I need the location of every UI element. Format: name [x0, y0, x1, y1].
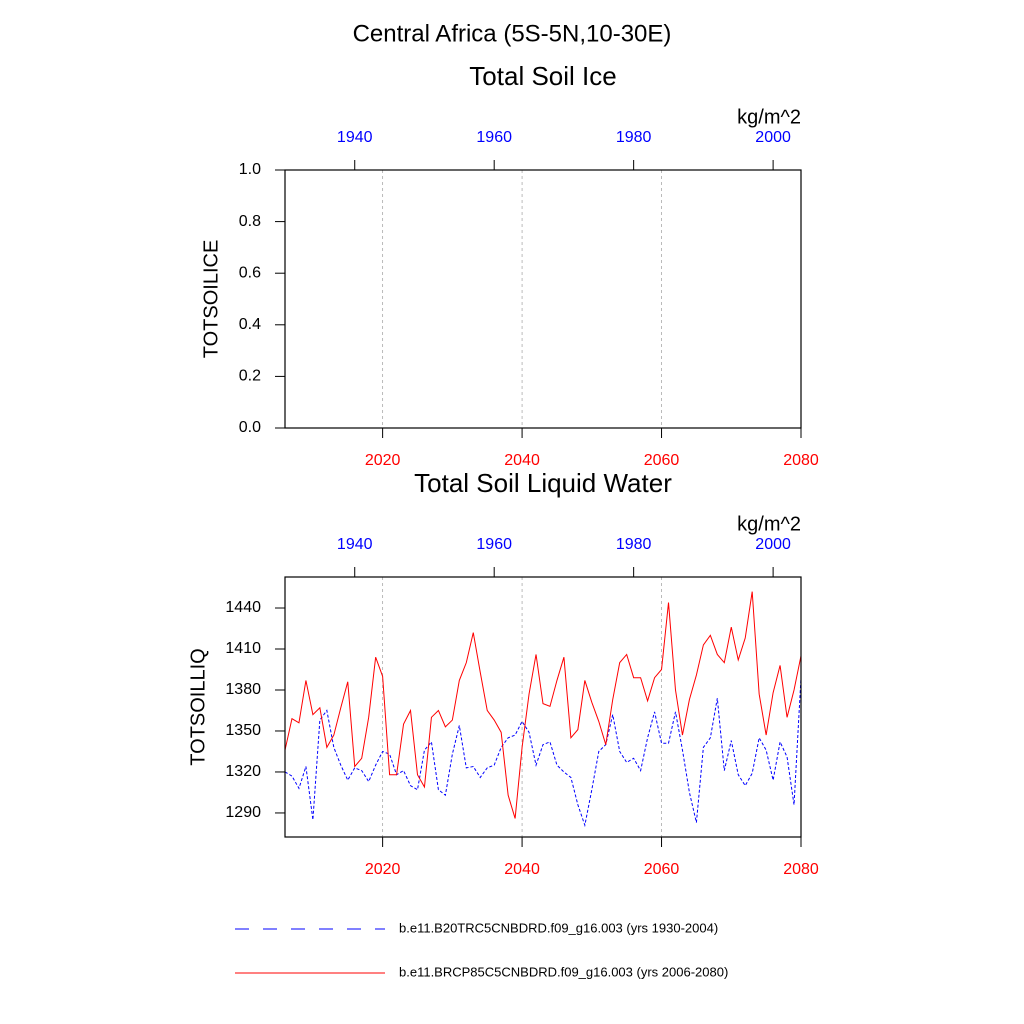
y-tick-label: 1410	[225, 640, 261, 657]
x2-tick-label: 1940	[337, 129, 373, 146]
y-tick-label: 0.2	[239, 368, 261, 385]
legend-label: b.e11.B20TRC5CNBDRD.f09_g16.003 (yrs 193…	[399, 920, 718, 935]
x2-tick-label: 1940	[337, 536, 373, 553]
y-tick-label: 1440	[225, 599, 261, 616]
units-label: kg/m^2	[737, 106, 801, 128]
y-axis-label: TOTSOILLIQ	[187, 648, 209, 765]
data-line	[284, 591, 802, 819]
y-tick-label: 0.8	[239, 213, 261, 230]
y-tick-label: 1290	[225, 804, 261, 821]
x2-tick-label: 1980	[616, 536, 652, 553]
y-tick-label: 0.4	[239, 316, 261, 333]
x2-tick-label: 2000	[755, 536, 791, 553]
figure-title: Central Africa (5S-5N,10-30E)	[353, 20, 672, 47]
x2-tick-label: 1960	[476, 536, 512, 553]
x-tick-label: 2080	[783, 452, 819, 469]
plot-frame	[284, 576, 802, 838]
y-tick-label: 1320	[225, 763, 261, 780]
y-tick-label: 1380	[225, 681, 261, 698]
x2-tick-label: 1980	[616, 129, 652, 146]
x-tick-label: 2060	[644, 452, 680, 469]
y-axis-label: TOTSOILICE	[200, 240, 222, 359]
panel-title: Total Soil Liquid Water	[414, 468, 672, 498]
panel-title: Total Soil Ice	[469, 61, 616, 91]
y-tick-label: 1.0	[239, 161, 261, 178]
x2-tick-label: 1960	[476, 129, 512, 146]
x-tick-label: 2040	[504, 861, 540, 878]
x-tick-label: 2080	[783, 861, 819, 878]
y-tick-label: 1350	[225, 722, 261, 739]
x-tick-label: 2020	[365, 452, 401, 469]
legend-label: b.e11.BRCP85C5CNBDRD.f09_g16.003 (yrs 20…	[399, 964, 728, 979]
y-tick-label: 0.0	[239, 419, 261, 436]
units-label: kg/m^2	[737, 513, 801, 535]
x-tick-label: 2020	[365, 861, 401, 878]
y-tick-label: 0.6	[239, 264, 261, 281]
x-tick-label: 2040	[504, 452, 540, 469]
plot-frame	[284, 169, 802, 429]
x2-tick-label: 2000	[755, 129, 791, 146]
data-line	[284, 677, 802, 828]
x-tick-label: 2060	[644, 861, 680, 878]
